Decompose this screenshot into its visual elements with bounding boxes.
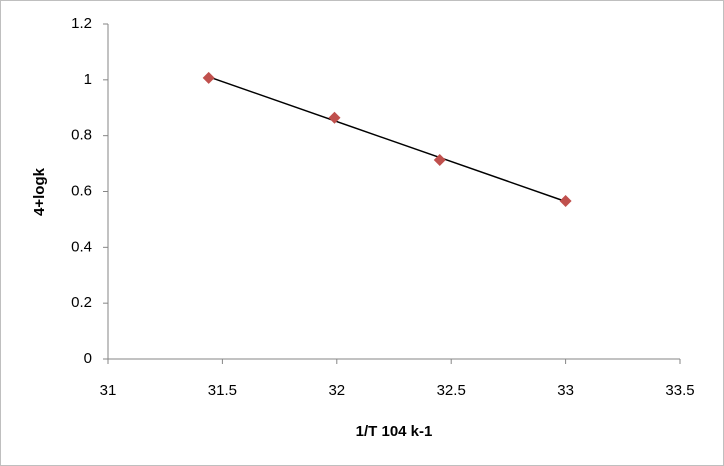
y-tick-label: 0 xyxy=(84,350,92,367)
x-tick-label: 33.5 xyxy=(665,382,694,399)
data-point xyxy=(559,194,572,207)
y-tick-label: 0.4 xyxy=(71,238,92,255)
x-tick-label: 31 xyxy=(100,382,117,399)
data-point xyxy=(202,71,215,84)
y-tick-label: 1 xyxy=(84,71,92,88)
x-tick-label: 31.5 xyxy=(208,382,237,399)
y-tick-label: 1.2 xyxy=(71,15,92,32)
x-tick-label: 32.5 xyxy=(437,382,466,399)
x-tick-label: 32 xyxy=(328,382,345,399)
y-tick-label: 0.8 xyxy=(71,127,92,144)
data-point xyxy=(328,111,341,124)
x-axis-title: 1/T 104 k-1 xyxy=(356,423,433,440)
y-tick-label: 0.2 xyxy=(71,294,92,311)
y-tick-label: 0.6 xyxy=(71,182,92,199)
trendline xyxy=(208,76,566,203)
data-point xyxy=(433,153,446,166)
x-tick-label: 33 xyxy=(557,382,574,399)
y-axis-title: 4+logk xyxy=(31,167,48,216)
